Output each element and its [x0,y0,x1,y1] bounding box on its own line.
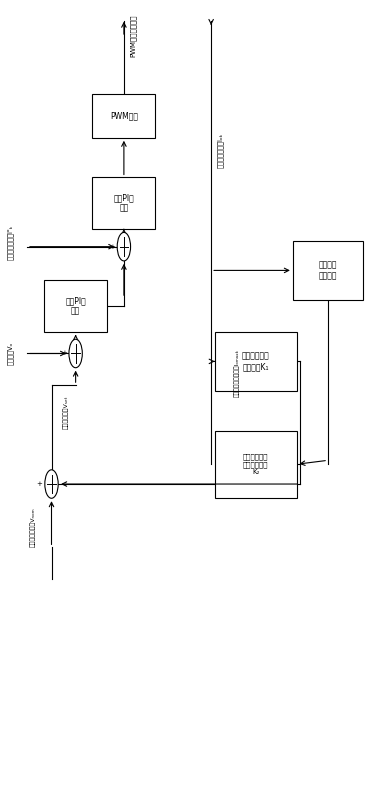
Text: -: - [74,372,77,378]
Text: 输出电压标称值Vₙₒₘ: 输出电压标称值Vₙₒₘ [30,507,36,547]
FancyBboxPatch shape [215,430,297,498]
Text: 输出电压Vₒ: 输出电压Vₒ [7,342,14,365]
Text: PWM控制信号输出: PWM控制信号输出 [130,14,137,57]
Circle shape [117,233,131,261]
Text: +: + [37,481,43,487]
Text: 输出电流瞬时值Iₒₖ: 输出电流瞬时值Iₒₖ [217,132,224,168]
Text: 电压PI控
制环: 电压PI控 制环 [65,296,86,316]
FancyBboxPatch shape [215,332,297,391]
FancyBboxPatch shape [293,241,363,300]
Circle shape [69,339,82,368]
Text: 输出电压设定Vₛₑₜ: 输出电压设定Vₛₑₜ [64,395,69,429]
Text: 输出瞬时电流
下垂系数K₁: 输出瞬时电流 下垂系数K₁ [242,352,270,371]
Text: -: - [50,503,53,508]
FancyBboxPatch shape [92,177,156,229]
Text: 输出周期平均
电流下垂系数
K₂: 输出周期平均 电流下垂系数 K₂ [243,453,269,475]
Text: -: - [123,265,125,271]
FancyBboxPatch shape [44,280,107,332]
Circle shape [45,470,58,499]
Text: +: + [61,350,67,357]
Text: 电流PI控
制环: 电流PI控 制环 [114,194,134,213]
Text: PWM生成: PWM生成 [110,112,138,121]
FancyBboxPatch shape [92,94,156,138]
Text: 输出电流瞬时值Iᵒₖ: 输出电流瞬时值Iᵒₖ [7,225,14,260]
Text: 前期平均
电流计算: 前期平均 电流计算 [319,260,337,280]
Text: +: + [109,244,115,249]
Text: 输出电流周期平均值Iₒₘₐₔₖ: 输出电流周期平均值Iₒₘₐₔₖ [234,349,240,397]
